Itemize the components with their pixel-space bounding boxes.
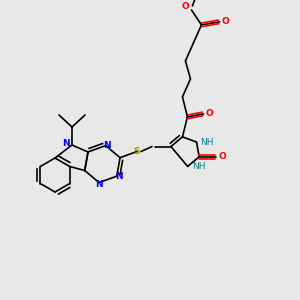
Text: N: N xyxy=(95,180,103,189)
Text: O: O xyxy=(218,152,226,161)
Text: N: N xyxy=(62,140,70,148)
Text: O: O xyxy=(222,17,229,26)
Text: NH: NH xyxy=(200,137,214,146)
Text: S: S xyxy=(134,147,140,156)
Text: O: O xyxy=(182,2,189,11)
Text: N: N xyxy=(115,172,123,181)
Text: N: N xyxy=(103,141,110,150)
Text: O: O xyxy=(206,110,213,118)
Text: NH: NH xyxy=(192,162,205,171)
